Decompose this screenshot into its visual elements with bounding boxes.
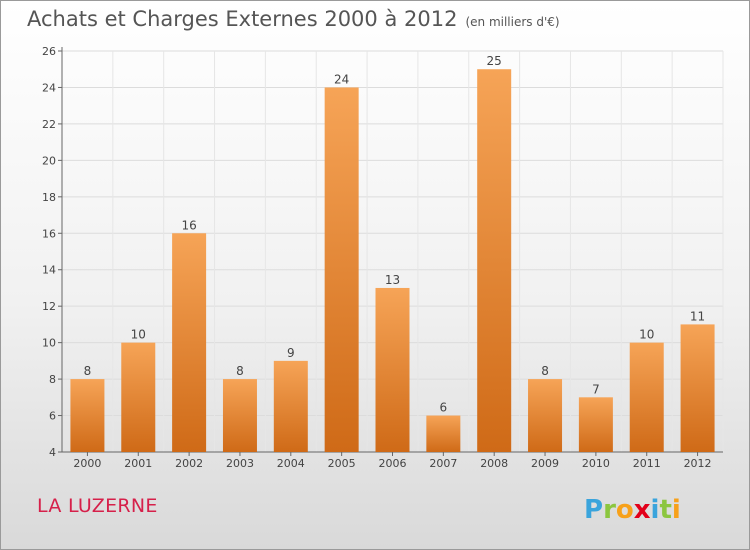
- x-tick-label: 2011: [633, 457, 661, 470]
- x-tick-label: 2007: [429, 457, 457, 470]
- y-tick-label: 6: [49, 410, 56, 423]
- bar-value-label: 11: [690, 309, 705, 323]
- chart-title-text: Achats et Charges Externes 2000 à 2012: [27, 7, 458, 31]
- bar-value-label: 9: [287, 346, 295, 360]
- bar-value-label: 8: [541, 364, 549, 378]
- y-tick-label: 4: [49, 446, 56, 459]
- y-tick-label: 20: [42, 154, 56, 167]
- bar-value-label: 13: [385, 273, 400, 287]
- proxiti-logo: Proxiti: [584, 495, 681, 525]
- chart-title: Achats et Charges Externes 2000 à 2012 (e…: [27, 7, 560, 31]
- x-tick-label: 2012: [684, 457, 712, 470]
- bar: [680, 324, 715, 452]
- x-tick-label: 2009: [531, 457, 559, 470]
- bar-value-label: 25: [487, 54, 502, 68]
- bar: [273, 360, 308, 452]
- bar: [477, 69, 512, 453]
- bar: [222, 379, 257, 452]
- y-tick-label: 24: [42, 81, 56, 94]
- svg-text:Proxiti: Proxiti: [584, 495, 681, 525]
- bar: [172, 233, 207, 452]
- data-labels: 8 10 16 8 9 24 13 6 25 8 7 10 11: [84, 54, 706, 414]
- bar: [528, 379, 563, 452]
- x-tick-label: 2006: [379, 457, 407, 470]
- bars: [70, 69, 715, 453]
- y-tick-label: 8: [49, 373, 56, 386]
- y-tick-label: 12: [42, 300, 56, 313]
- bar-value-label: 8: [236, 364, 244, 378]
- bar: [324, 87, 359, 453]
- y-tick-label: 18: [42, 191, 56, 204]
- bar: [121, 342, 156, 452]
- x-tick-label: 2010: [582, 457, 610, 470]
- y-tick-label: 16: [42, 227, 56, 240]
- x-tick-label: 2005: [328, 457, 356, 470]
- x-tick-label: 2003: [226, 457, 254, 470]
- bar: [375, 287, 410, 452]
- y-tick-label: 10: [42, 337, 56, 350]
- bar-value-label: 16: [181, 218, 196, 232]
- chart-unit-label: (en milliers d'€): [465, 15, 560, 29]
- x-tick-label: 2008: [480, 457, 508, 470]
- bar-value-label: 24: [334, 72, 349, 86]
- bar: [578, 397, 613, 452]
- bar-value-label: 7: [592, 382, 600, 396]
- bar: [629, 342, 664, 452]
- bar-value-label: 10: [131, 328, 146, 342]
- y-tick-label: 14: [42, 264, 56, 277]
- bar: [426, 415, 461, 452]
- bar-value-label: 8: [84, 364, 92, 378]
- bar-value-label: 6: [440, 401, 448, 415]
- bar: [70, 379, 105, 452]
- x-tick-label: 2000: [73, 457, 101, 470]
- bar-value-label: 10: [639, 328, 654, 342]
- x-tick-label: 2001: [124, 457, 152, 470]
- place-name: LA LUZERNE: [37, 495, 158, 517]
- x-tick-label: 2002: [175, 457, 203, 470]
- y-tick-label: 26: [42, 45, 56, 58]
- x-tick-label: 2004: [277, 457, 305, 470]
- y-tick-label: 22: [42, 118, 56, 131]
